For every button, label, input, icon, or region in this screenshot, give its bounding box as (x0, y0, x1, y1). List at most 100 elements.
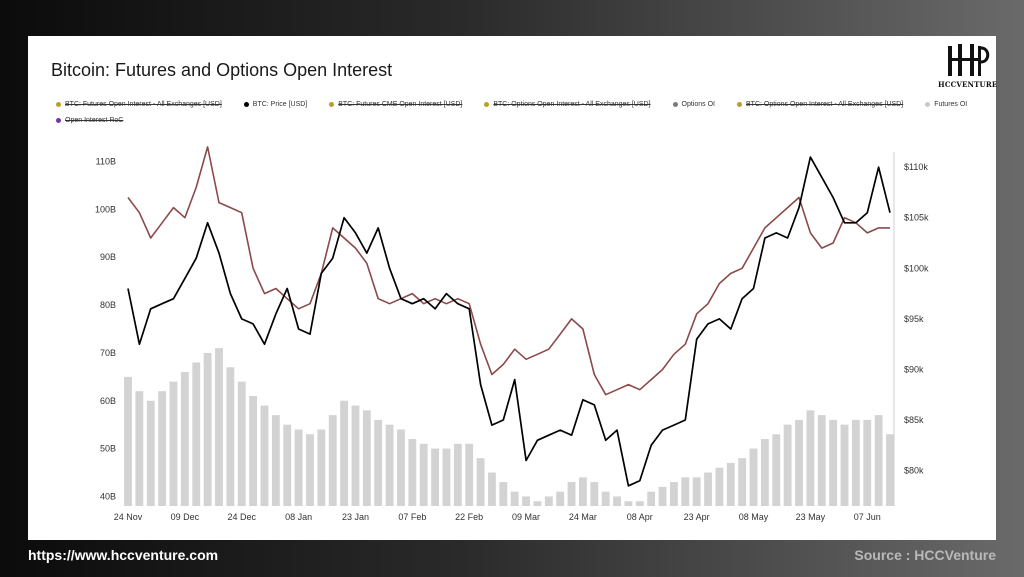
futures-oi-bar (772, 434, 781, 506)
left-tick-label: 100B (95, 204, 116, 214)
futures-oi-bar (704, 472, 712, 506)
price-line (127, 156, 891, 487)
futures-oi-bar (203, 352, 212, 506)
x-tick-label: 23 Apr (684, 512, 710, 522)
left-tick-label: 40B (100, 491, 116, 501)
legend-item[interactable]: BTC: Options Open Interest - All Exchang… (737, 101, 903, 108)
right-tick-label: $100k (904, 263, 929, 273)
right-tick-label: $110k (904, 162, 928, 172)
futures-oi-bar (499, 482, 508, 506)
footer-source: Source : HCCVenture (854, 547, 996, 563)
futures-oi-bar (863, 419, 872, 506)
futures-oi-bar (817, 415, 826, 506)
futures-oi-bar (783, 424, 792, 506)
chart-plot: 110B 100B 90B 80B 70B 60B 50B 40B $110k $105k $100… (95, 146, 929, 522)
futures-oi-bar (624, 501, 633, 506)
futures-oi-bar (215, 348, 223, 506)
logo-text: HCCVENTURE (938, 80, 998, 89)
x-tick-label: 24 Nov (114, 512, 143, 522)
futures-oi-bar (669, 482, 678, 506)
futures-oi-bar (874, 415, 883, 506)
futures-oi-bar (169, 381, 178, 506)
futures-oi-bar (135, 391, 144, 506)
x-tick-label: 09 Dec (171, 512, 200, 522)
futures-oi-bar (180, 372, 189, 506)
chart-card: Bitcoin: Futures and Options Open Intere… (28, 36, 998, 540)
left-tick-label: 60B (100, 396, 116, 406)
chart-legend: BTC: Futures Open Interest - All Exchang… (56, 96, 986, 128)
futures-oi-bar (351, 405, 360, 506)
futures-oi-bar (408, 439, 417, 506)
futures-oi-bar (260, 405, 269, 506)
futures-oi-bar (226, 367, 235, 506)
futures-oi-bar (442, 448, 451, 506)
futures-oi-bar (658, 486, 667, 506)
futures-oi-bar (726, 462, 735, 506)
x-tick-label: 07 Jun (854, 512, 881, 522)
left-tick-label: 80B (100, 300, 116, 310)
futures-oi-bar (601, 491, 610, 506)
legend-dot-icon (672, 101, 678, 107)
futures-oi-bar (271, 415, 280, 506)
futures-oi-bar (237, 381, 246, 506)
futures-oi-bar (829, 419, 838, 506)
futures-oi-bar (431, 448, 439, 506)
futures-oi-bar (635, 501, 644, 506)
legend-item[interactable]: Open Interest RoC (56, 117, 123, 124)
legend-item[interactable]: BTC: Price [USD] (243, 101, 307, 108)
futures-oi-bar (317, 429, 326, 506)
futures-oi-bar (283, 424, 292, 506)
legend-item[interactable]: Futures OI (925, 101, 967, 108)
futures-oi-bar (510, 491, 519, 506)
futures-oi-bar (590, 482, 599, 506)
futures-oi-bar (692, 477, 701, 506)
futures-oi-bar (397, 429, 405, 506)
legend-label: BTC: Options Open Interest - All Exchang… (746, 100, 904, 108)
futures-oi-bar (647, 491, 656, 506)
legend-dot-icon (56, 101, 61, 107)
futures-oi-bar (192, 362, 201, 506)
futures-oi-bar (886, 434, 894, 506)
legend-label: Futures OI (934, 100, 968, 108)
legend-label: BTC: Options Open Interest - All Exchang… (493, 100, 651, 108)
futures-oi-bar (851, 419, 860, 506)
right-tick-label: $85k (904, 415, 924, 425)
left-tick-label: 50B (100, 444, 116, 454)
futures-oi-bar (306, 434, 314, 506)
x-tick-label: 22 Feb (455, 512, 483, 522)
x-tick-label: 24 Mar (569, 512, 597, 522)
x-tick-label: 23 Jan (342, 512, 369, 522)
futures-oi-bar (715, 467, 724, 506)
legend-dot-icon (484, 101, 490, 107)
right-tick-label: $95k (904, 314, 924, 324)
legend-label: Options OI (681, 100, 715, 108)
legend-dot-icon (329, 101, 335, 107)
legend-item[interactable]: BTC: Futures CME Open Interest [USD] (329, 101, 462, 108)
futures-oi-bar (419, 443, 428, 506)
futures-oi-bar (488, 472, 496, 506)
legend-item[interactable]: BTC: Options Open Interest - All Exchang… (484, 100, 651, 108)
futures-oi-bar (522, 496, 530, 506)
x-tick-label: 07 Feb (398, 512, 426, 522)
legend-label: BTC: Futures CME Open Interest [USD] (338, 100, 463, 108)
legend-label: BTC: Futures Open Interest - All Exchang… (65, 100, 222, 108)
futures-oi-bar (556, 491, 565, 506)
futures-oi-bar (453, 443, 462, 506)
futures-oi-bar (840, 424, 849, 506)
options-oi-line (127, 146, 890, 396)
legend-item[interactable]: BTC: Futures Open Interest - All Exchang… (56, 101, 222, 108)
futures-oi-bar (760, 439, 769, 506)
futures-oi-bar (249, 395, 258, 506)
x-tick-label: 23 May (796, 512, 826, 522)
futures-oi-bar (158, 391, 167, 506)
brand-logo: HCCVENTURE (938, 42, 998, 92)
right-tick-label: $90k (904, 364, 924, 374)
footer-url[interactable]: https://www.hccventure.com (28, 547, 219, 563)
futures-oi-bar (806, 410, 815, 506)
left-tick-label: 70B (100, 348, 116, 358)
futures-oi-bar (681, 477, 690, 506)
legend-item[interactable]: Options OI (672, 100, 715, 108)
x-tick-label: 08 Apr (627, 512, 653, 522)
futures-oi-bar (362, 410, 371, 506)
x-tick-label: 08 Jan (285, 512, 312, 522)
